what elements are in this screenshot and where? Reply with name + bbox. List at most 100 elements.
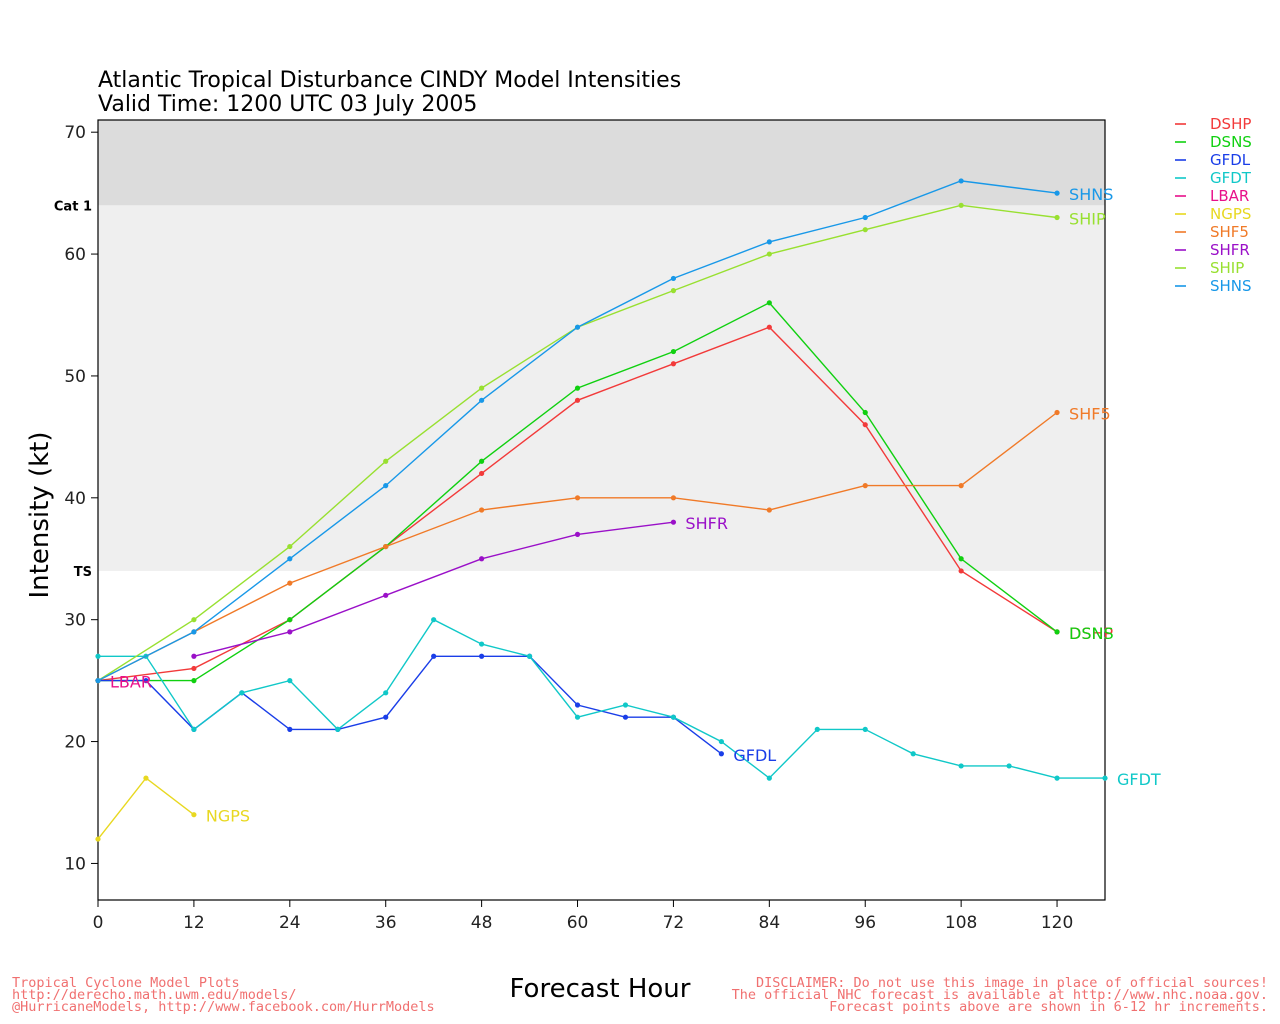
series-end-label-gfdl: GFDL: [733, 746, 776, 765]
point-shf5-72: [670, 495, 677, 501]
point-gfdt-114: [1006, 763, 1012, 769]
y-tick-label-10: 10: [64, 854, 86, 874]
y-tick-label-60: 60: [64, 245, 86, 265]
point-shfr-24: [287, 629, 293, 635]
point-ship-96: [862, 227, 868, 233]
point-gfdt-18: [239, 690, 245, 696]
point-ship-120: [1054, 214, 1060, 221]
point-gfdt-90: [814, 726, 820, 732]
point-ngps-6: [143, 775, 149, 781]
legend-label-lbar: LBAR: [1210, 187, 1249, 205]
band-label-1: Cat 1: [54, 199, 92, 214]
series-end-label-gfdt: GFDT: [1117, 770, 1161, 789]
legend-label-shfr: SHFR: [1210, 241, 1250, 259]
point-gfdt-126: [1102, 775, 1108, 781]
x-tick-label-0: 0: [93, 913, 104, 933]
point-gfdl-66: [622, 714, 629, 720]
point-gfdt-120: [1054, 775, 1060, 781]
point-gfdt-48: [479, 641, 485, 647]
point-gfdt-24: [287, 678, 293, 684]
x-tick-label-60: 60: [567, 913, 589, 933]
series-ngps: [95, 775, 197, 842]
point-shf5-36: [383, 543, 389, 550]
point-shns-0: [95, 678, 101, 684]
series-end-label-dsns: DSNS: [1069, 624, 1114, 643]
point-dshp-12: [191, 665, 197, 672]
point-gfdt-96: [862, 726, 868, 732]
point-ngps-0: [95, 836, 101, 842]
point-dsns-84: [766, 300, 772, 306]
legend-label-dsns: DSNS: [1210, 133, 1252, 151]
band-0: [98, 205, 1105, 571]
point-gfdt-66: [622, 702, 629, 708]
series-line-ngps: [97, 777, 195, 840]
point-dsns-60: [574, 385, 581, 391]
legend-label-gfdl: GFDL: [1210, 151, 1251, 169]
y-tick-label-30: 30: [64, 611, 86, 631]
point-ship-12: [191, 617, 197, 623]
x-tick-label-24: 24: [279, 913, 301, 933]
series-end-label-shf5: SHF5: [1069, 405, 1111, 424]
series-gfdt: [95, 617, 1108, 781]
point-shns-120: [1054, 190, 1060, 196]
point-shf5-108: [958, 483, 964, 489]
point-gfdt-12: [191, 726, 197, 732]
legend-label-shf5: SHF5: [1210, 223, 1249, 241]
footer-right-line-2: Forecast points above are shown in 6-12 …: [829, 999, 1268, 1015]
point-dshp-108: [958, 568, 964, 574]
point-shfr-48: [479, 556, 485, 562]
footer: Tropical Cyclone Model Plotshttp://derec…: [12, 975, 1268, 1015]
point-dsns-12: [191, 678, 197, 684]
series-shns: [95, 178, 1060, 684]
legend-label-ship: SHIP: [1210, 259, 1244, 277]
series-lines: [95, 178, 1108, 842]
x-axis-title: Forecast Hour: [510, 974, 691, 1004]
point-dsns-96: [862, 409, 868, 416]
y-tick-label-50: 50: [64, 367, 86, 387]
x-tick-label-48: 48: [471, 913, 493, 933]
point-dsns-24: [287, 617, 293, 623]
point-gfdt-108: [958, 763, 964, 769]
point-shns-12: [191, 629, 197, 635]
x-tick-label-12: 12: [183, 913, 205, 933]
x-tick-label-108: 108: [945, 913, 977, 933]
point-dshp-48: [479, 470, 485, 477]
point-shf5-24: [287, 580, 293, 586]
point-shfr-36: [383, 592, 389, 598]
point-gfdl-78: [718, 751, 724, 757]
point-ship-24: [287, 543, 293, 550]
point-ship-108: [958, 202, 964, 208]
point-ngps-12: [191, 812, 197, 818]
point-gfdt-30: [335, 726, 341, 732]
point-gfdt-60: [574, 714, 581, 720]
point-dsns-120: [1054, 629, 1060, 635]
point-shns-72: [670, 275, 677, 282]
point-shns-84: [766, 239, 772, 245]
point-gfdt-0: [95, 653, 101, 659]
point-gfdt-72: [670, 714, 677, 720]
footer-right-line-0: DISCLAIMER: Do not use this image in pla…: [756, 975, 1268, 991]
legend-label-ngps: NGPS: [1210, 205, 1251, 223]
point-shfr-60: [574, 531, 581, 537]
series-end-label-lbar: LBAR: [110, 673, 152, 692]
series-end-label-ship: SHIP: [1069, 210, 1106, 229]
chart-subtitle: Valid Time: 1200 UTC 03 July 2005: [98, 92, 477, 117]
band-1: [98, 120, 1105, 206]
series-line-shfr: [193, 521, 674, 657]
point-shns-108: [958, 178, 964, 184]
x-tick-label-96: 96: [854, 913, 876, 933]
y-tick-label-40: 40: [64, 489, 86, 509]
point-gfdl-42: [431, 653, 437, 659]
point-ship-72: [670, 288, 677, 294]
point-shfr-72: [670, 519, 677, 525]
legend-label-gfdt: GFDT: [1210, 169, 1252, 187]
point-dshp-84: [766, 324, 772, 330]
point-gfdt-42: [431, 617, 437, 623]
series-end-label-shns: SHNS: [1069, 185, 1113, 204]
series-shfr: [191, 519, 677, 659]
series-line-gfdt: [98, 618, 1105, 780]
point-ship-36: [383, 458, 389, 464]
legend-label-shns: SHNS: [1210, 277, 1252, 295]
